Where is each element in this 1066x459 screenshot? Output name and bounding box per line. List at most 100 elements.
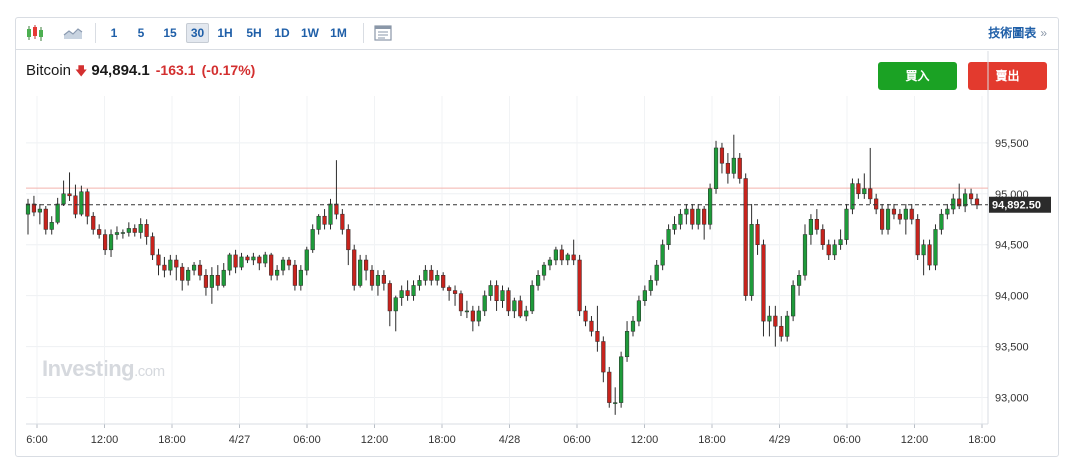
area-chart-icon[interactable] (61, 22, 85, 44)
candle-up (767, 315, 772, 322)
candle-up (423, 269, 428, 281)
candle-down (31, 203, 37, 213)
candle-up (186, 269, 191, 281)
buy-button[interactable]: 買入 (878, 62, 957, 90)
last-price: 94,894.1 (91, 62, 150, 79)
candle-down (915, 219, 920, 256)
y-tick-label: 93,000 (995, 393, 1029, 405)
candle-down (702, 208, 707, 225)
x-tick-label: 06:00 (563, 434, 591, 446)
candle-up (417, 280, 422, 286)
y-tick-label: 95,500 (995, 138, 1029, 150)
candle-down (174, 259, 179, 268)
candle-up (138, 224, 143, 233)
candle-up (488, 285, 493, 296)
candle-up (55, 203, 60, 223)
candle-up (838, 239, 843, 245)
candle-up (25, 203, 31, 215)
candle-up (565, 254, 570, 261)
candle-up (61, 193, 66, 205)
candle-up (696, 208, 701, 225)
candle-up (275, 269, 280, 276)
candle-down (162, 264, 167, 271)
candle-up (476, 310, 481, 322)
candle-down (559, 249, 564, 261)
candle-down (470, 310, 475, 322)
x-tick-label: 06:00 (293, 434, 321, 446)
candle-up (435, 275, 440, 281)
x-tick-label: 12:00 (91, 434, 119, 446)
x-tick-label: 18:00 (698, 434, 726, 446)
timeframe-30[interactable]: 30 (186, 23, 209, 43)
candle-down (494, 285, 499, 301)
candle-up (832, 244, 837, 256)
candle-up (808, 219, 814, 235)
x-tick-label: 18:00 (968, 434, 996, 446)
candle-down (441, 275, 446, 288)
candle-up (209, 275, 214, 288)
candle-up (654, 264, 659, 281)
candle-up (280, 259, 286, 271)
candle-up (535, 275, 541, 286)
indicators-icon[interactable] (371, 22, 395, 44)
timeframe-5[interactable]: 5 (137, 26, 145, 40)
timeframe-1m[interactable]: 1M (330, 26, 347, 40)
candle-down (43, 208, 48, 230)
candle-up (482, 295, 487, 312)
x-tick-label: 4/28 (499, 434, 520, 446)
candle-down (743, 178, 748, 296)
candle-up (298, 269, 303, 286)
candle-up (684, 208, 689, 215)
candle-up (114, 232, 120, 235)
candle-down (968, 193, 974, 200)
x-tick-label: 12:00 (901, 434, 929, 446)
timeframe-15[interactable]: 15 (163, 26, 177, 40)
y-tick-label: 94,000 (995, 291, 1029, 303)
candle-up (802, 234, 808, 276)
candle-down (322, 215, 327, 225)
candle-up (731, 157, 736, 174)
candle-up (310, 229, 315, 251)
watermark-suffix: .com (134, 363, 165, 380)
candle-down (974, 198, 980, 206)
candle-up (358, 259, 363, 286)
candle-down (719, 147, 725, 164)
candle-down (601, 341, 606, 373)
candle-down (506, 290, 511, 312)
candle-down (826, 244, 831, 256)
candle-down (132, 228, 137, 233)
candle-up (524, 310, 529, 317)
candle-up (512, 300, 517, 312)
candle-up (636, 300, 642, 322)
candle-down (67, 193, 72, 197)
candle-down (761, 244, 766, 322)
candle-down (233, 254, 238, 268)
sell-button[interactable]: 賣出 (968, 62, 1047, 90)
technical-chart-label: 技術圖表 (988, 26, 1037, 40)
candle-down (577, 259, 582, 312)
candle-up (120, 232, 125, 234)
candle-up (239, 256, 244, 268)
x-tick-label: 4/27 (229, 434, 250, 446)
candle-down (518, 300, 523, 317)
candle-down (583, 310, 588, 322)
candlestick-icon[interactable] (23, 22, 47, 44)
timeframe-1w[interactable]: 1W (301, 26, 319, 40)
candle-up (713, 147, 719, 189)
candle-down (286, 259, 292, 266)
timeframe-1[interactable]: 1 (110, 26, 118, 40)
candle-down (429, 269, 434, 281)
candle-up (660, 244, 665, 266)
technical-chart-link[interactable]: 技術圖表» (988, 23, 1047, 43)
timeframe-1h[interactable]: 1H (217, 26, 233, 40)
price-change: -163.1 (155, 62, 196, 78)
x-tick-label: 18:00 (158, 434, 186, 446)
timeframe-5h[interactable]: 5H (246, 26, 262, 40)
candle-up (862, 188, 867, 195)
candle-down (340, 213, 345, 230)
candle-down (381, 275, 386, 284)
candle-down (690, 208, 695, 225)
timeframe-1d[interactable]: 1D (274, 26, 290, 40)
candle-down (755, 224, 760, 245)
